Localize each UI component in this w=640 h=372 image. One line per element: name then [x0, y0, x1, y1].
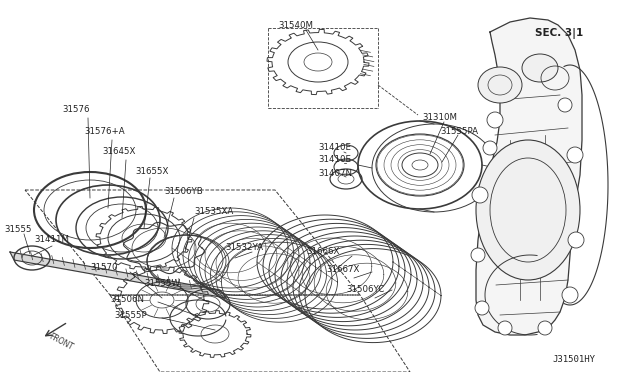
Text: 31532YA: 31532YA [225, 244, 263, 253]
Text: 31645X: 31645X [102, 148, 136, 157]
Ellipse shape [498, 321, 512, 335]
Text: 31506YB: 31506YB [164, 187, 203, 196]
Text: 31655X: 31655X [135, 167, 168, 176]
Text: 31555: 31555 [4, 225, 31, 234]
Text: 31555P: 31555P [114, 311, 147, 321]
Text: 31535XA: 31535XA [194, 208, 233, 217]
Text: 31407N: 31407N [318, 170, 352, 179]
Ellipse shape [478, 67, 522, 103]
Text: 31506YC: 31506YC [346, 285, 384, 295]
Text: 31570: 31570 [90, 263, 118, 273]
Ellipse shape [483, 141, 497, 155]
Text: 31540M: 31540M [278, 22, 313, 31]
Ellipse shape [471, 248, 485, 262]
Polygon shape [476, 18, 582, 335]
Text: 31576: 31576 [62, 106, 90, 115]
Ellipse shape [567, 147, 583, 163]
Ellipse shape [522, 54, 558, 82]
Text: 31666X: 31666X [306, 247, 339, 257]
Text: 31555PA: 31555PA [440, 128, 478, 137]
Ellipse shape [472, 187, 488, 203]
Text: 31555W: 31555W [144, 279, 180, 289]
Text: 31506N: 31506N [110, 295, 144, 305]
Text: SEC. 3|1: SEC. 3|1 [535, 28, 583, 39]
Ellipse shape [568, 232, 584, 248]
Text: 31667X: 31667X [326, 266, 360, 275]
Ellipse shape [475, 301, 489, 315]
Ellipse shape [487, 112, 503, 128]
Polygon shape [10, 252, 226, 298]
Text: J31501HY: J31501HY [552, 355, 595, 364]
Text: 31410E: 31410E [318, 155, 351, 164]
Ellipse shape [562, 287, 578, 303]
Text: FRONT: FRONT [47, 332, 74, 352]
Ellipse shape [558, 98, 572, 112]
Text: 31576+A: 31576+A [84, 128, 125, 137]
Text: 31310M: 31310M [422, 113, 457, 122]
Text: 31411M: 31411M [34, 235, 69, 244]
Ellipse shape [538, 321, 552, 335]
Text: 31410E: 31410E [318, 144, 351, 153]
Ellipse shape [476, 140, 580, 280]
